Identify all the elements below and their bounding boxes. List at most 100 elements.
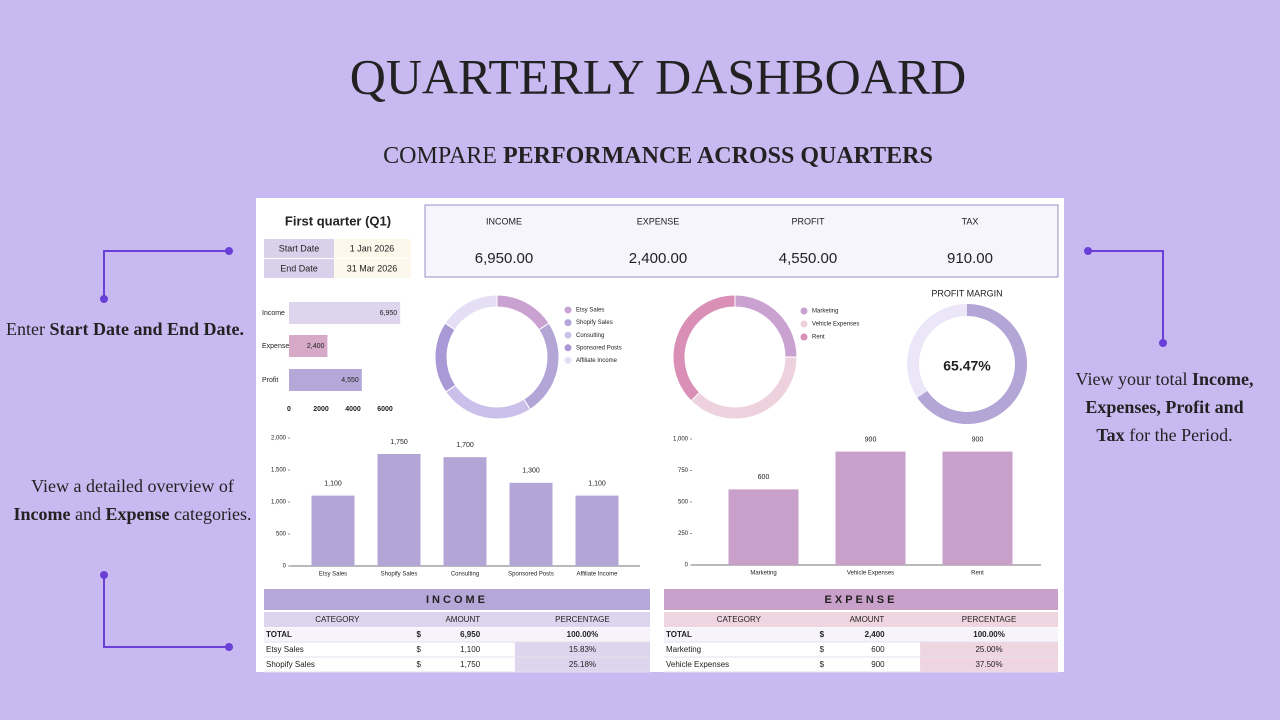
bar — [289, 335, 328, 357]
kpi-label: PROFIT — [792, 216, 826, 226]
legend-swatch — [800, 320, 808, 328]
y-tick-label: 250 — [678, 531, 689, 537]
x-tick-label: Affiliate Income — [577, 572, 619, 578]
table-cell: Etsy Sales — [266, 645, 304, 654]
legend-swatch — [564, 306, 572, 314]
bar — [509, 482, 553, 566]
y-tick-label: 500 — [678, 500, 689, 506]
x-tick-label: Marketing — [750, 571, 776, 577]
table-title: INCOME — [426, 594, 488, 606]
y-tick-label: 0 — [685, 563, 689, 569]
table-cell: Marketing — [666, 645, 701, 654]
table-header: AMOUNT — [445, 615, 480, 624]
table-header: PERCENTAGE — [962, 615, 1017, 624]
period-value: 1 Jan 2026 — [350, 243, 395, 253]
legend-swatch — [800, 333, 808, 341]
value-label: 1,100 — [324, 480, 342, 487]
percentage-cell — [920, 642, 1058, 657]
bar — [575, 495, 619, 566]
x-tick-label: 6000 — [377, 406, 393, 413]
callout-text: View a detailed overview of — [31, 476, 234, 496]
value-label: 6,950 — [380, 310, 398, 317]
table-cell: 15.83% — [569, 645, 596, 654]
callout-text: Income — [13, 504, 71, 524]
period-label-cell — [264, 259, 334, 278]
callout-text: Enter — [6, 319, 50, 339]
table-cell: $ — [820, 645, 825, 654]
table-title: EXPENSE — [825, 594, 898, 606]
period-title: First quarter (Q1) — [285, 213, 391, 228]
period-value-cell — [334, 259, 411, 278]
legend-label: Shopify Sales — [576, 320, 613, 326]
table-cell: 37.50% — [975, 660, 1002, 669]
table-header: PERCENTAGE — [555, 615, 610, 624]
callout-text: View your total — [1075, 369, 1192, 389]
bar — [377, 454, 421, 566]
value-label: 4,550 — [341, 377, 359, 384]
table-header: AMOUNT — [850, 615, 885, 624]
legend-label: Etsy Sales — [576, 308, 604, 314]
kpi-value: 2,400.00 — [629, 250, 687, 267]
title: QUARTERLY DASHBOARD — [350, 48, 967, 104]
value-label: 900 — [865, 436, 877, 443]
legend-label: Rent — [812, 335, 825, 341]
period-label: Start Date — [279, 243, 320, 253]
legend-swatch — [564, 319, 572, 327]
table-cell: Shopify Sales — [266, 660, 315, 669]
kpi-value: 910.00 — [947, 250, 993, 267]
category-label: Income — [262, 310, 285, 317]
value-label: 600 — [758, 474, 770, 481]
bar — [289, 369, 362, 391]
bar — [443, 457, 487, 566]
callout-text: Income, Expenses, Profit and Tax — [1085, 369, 1254, 445]
legend-label: Consulting — [576, 333, 604, 339]
kpi-label: EXPENSE — [637, 216, 680, 226]
bar — [289, 302, 401, 324]
callout-text: categories. — [169, 504, 252, 524]
table-cell: $ — [416, 660, 421, 669]
callout: View a detailed overview of Income and E… — [10, 472, 255, 528]
x-tick-label: Etsy Sales — [319, 572, 347, 578]
table-cell: $ — [820, 660, 825, 669]
table-cell: 2,400 — [865, 630, 886, 639]
donut-segment — [444, 294, 498, 331]
gauge-title: PROFIT MARGIN — [931, 288, 1002, 298]
table-header-band — [664, 612, 1058, 627]
percentage-cell — [514, 642, 650, 657]
callout-text: for the Period. — [1124, 425, 1233, 445]
total-row — [264, 627, 650, 642]
y-tick-label: 1,000 — [271, 500, 287, 506]
percentage-cell — [920, 657, 1058, 672]
legend-label: Vehicle Expenses — [812, 322, 859, 328]
gauge-label: 65.47% — [943, 358, 991, 374]
table-cell: TOTAL — [266, 630, 292, 639]
table-title-band — [664, 589, 1058, 610]
value-label: 1,100 — [588, 480, 606, 487]
x-tick-label: Consulting — [451, 572, 479, 578]
legend-swatch — [800, 307, 808, 315]
table-cell: $ — [820, 630, 825, 639]
value-label: 2,400 — [307, 343, 325, 350]
subtitle-bold: PERFORMANCE ACROSS QUARTERS — [503, 143, 933, 169]
legend-label: Marketing — [812, 309, 838, 315]
bar — [942, 451, 1013, 565]
y-tick-label: 1,000 — [673, 437, 689, 443]
donut-segment — [672, 294, 736, 402]
y-tick-label: 750 — [678, 468, 689, 474]
x-tick-label: 2000 — [313, 406, 329, 413]
table-cell: 6,950 — [460, 630, 481, 639]
period-label: End Date — [280, 263, 318, 273]
table-header: CATEGORY — [315, 615, 360, 624]
callout-text: and — [70, 504, 106, 524]
table-cell: 25.00% — [975, 645, 1002, 654]
table-cell: 600 — [871, 645, 885, 654]
value-label: 1,700 — [456, 442, 474, 449]
callout: Enter Start Date and End Date. — [5, 315, 245, 343]
callout-text: Expense — [105, 504, 170, 524]
table-cell: TOTAL — [666, 630, 692, 639]
table-header-band — [264, 612, 650, 627]
x-tick-label: Rent — [971, 571, 984, 577]
x-tick-label: Vehicle Expenses — [847, 571, 894, 577]
